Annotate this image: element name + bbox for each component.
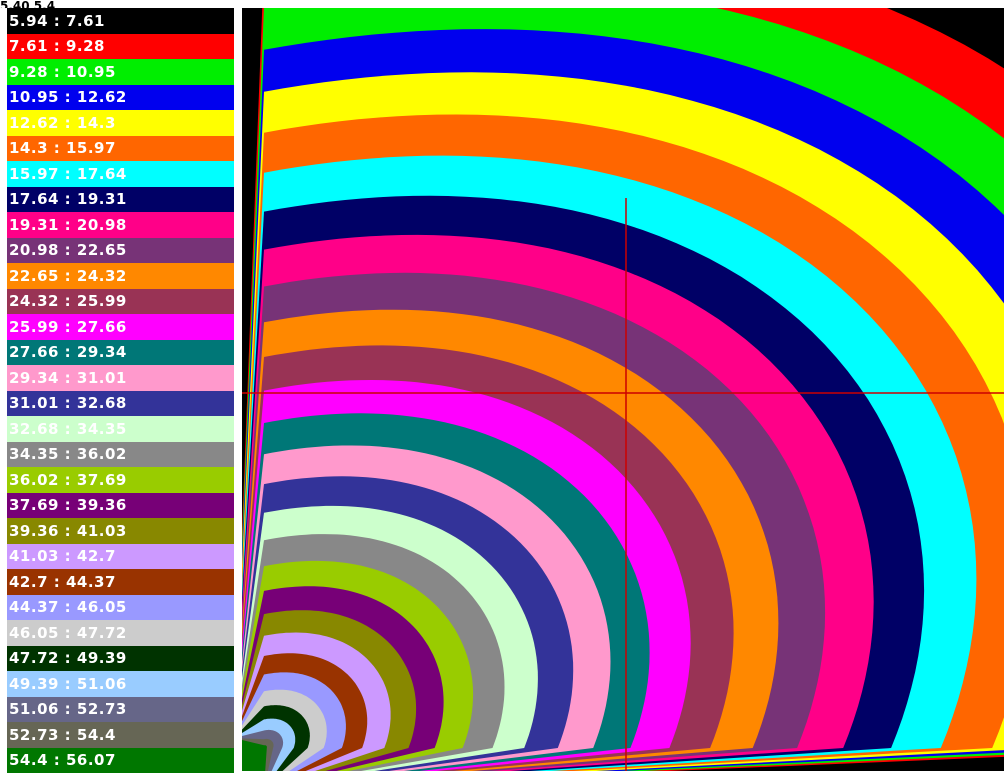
- legend-item: 51.06 : 52.73: [7, 697, 234, 723]
- legend-panel: 5.40 5.4 5.94 : 7.61 7.61 : 9.28 9.28 : 10…: [0, 0, 235, 771]
- legend-item: 7.61 : 9.28: [7, 34, 234, 60]
- legend-item: 24.32 : 25.99: [7, 289, 234, 315]
- legend-item: 15.97 : 17.64: [7, 161, 234, 187]
- legend-item-label: 25.99 : 27.66: [7, 318, 127, 336]
- legend-item: 10.95 : 12.62: [7, 85, 234, 111]
- legend-item: 19.31 : 20.98: [7, 212, 234, 238]
- legend-item-label: 10.95 : 12.62: [7, 88, 127, 106]
- legend-item-label: 12.62 : 14.3: [7, 114, 116, 132]
- legend-item-label: 7.61 : 9.28: [7, 37, 105, 55]
- legend-item: 32.68 : 34.35: [7, 416, 234, 442]
- legend-item-label: 42.7 : 44.37: [7, 573, 116, 591]
- legend-item-label: 29.34 : 31.01: [7, 369, 127, 387]
- legend-item: 29.34 : 31.01: [7, 365, 234, 391]
- legend-item-label: 46.05 : 47.72: [7, 624, 127, 642]
- legend-item-label: 15.97 : 17.64: [7, 165, 127, 183]
- legend-item: 42.7 : 44.37: [7, 569, 234, 595]
- legend-item-label: 37.69 : 39.36: [7, 496, 127, 514]
- legend-item-label: 14.3 : 15.97: [7, 139, 116, 157]
- legend-item-label: 9.28 : 10.95: [7, 63, 116, 81]
- legend-item-label: 49.39 : 51.06: [7, 675, 127, 693]
- legend-list: 5.94 : 7.61 7.61 : 9.28 9.28 : 10.95 10.95 …: [7, 8, 234, 773]
- legend-item: 52.73 : 54.4: [7, 722, 234, 748]
- legend-item-label: 22.65 : 24.32: [7, 267, 127, 285]
- legend-item: 34.35 : 36.02: [7, 442, 234, 468]
- legend-item-label: 20.98 : 22.65: [7, 241, 127, 259]
- legend-item: 27.66 : 29.34: [7, 340, 234, 366]
- legend-item: 49.39 : 51.06: [7, 671, 234, 697]
- legend-item: 46.05 : 47.72: [7, 620, 234, 646]
- legend-item-label: 19.31 : 20.98: [7, 216, 127, 234]
- legend-item-label: 54.4 : 56.07: [7, 751, 116, 769]
- legend-item: 41.03 : 42.7: [7, 544, 234, 570]
- legend-item-label: 31.01 : 32.68: [7, 394, 127, 412]
- legend-item-label: 36.02 : 37.69: [7, 471, 127, 489]
- legend-item: 17.64 : 19.31: [7, 187, 234, 213]
- legend-item-label: 52.73 : 54.4: [7, 726, 116, 744]
- legend-item-label: 39.36 : 41.03: [7, 522, 127, 540]
- legend-item-label: 44.37 : 46.05: [7, 598, 127, 616]
- legend-top-partial-label: 5.40 5.4: [0, 0, 120, 8]
- contour-plot-svg: [242, 8, 1004, 771]
- legend-item-label: 27.66 : 29.34: [7, 343, 127, 361]
- legend-item-label: 41.03 : 42.7: [7, 547, 116, 565]
- legend-item: 20.98 : 22.65: [7, 238, 234, 264]
- contour-plot-area[interactable]: [242, 8, 1004, 771]
- legend-item: 25.99 : 27.66: [7, 314, 234, 340]
- legend-item-label: 51.06 : 52.73: [7, 700, 127, 718]
- legend-item: 37.69 : 39.36: [7, 493, 234, 519]
- legend-item: 36.02 : 37.69: [7, 467, 234, 493]
- legend-item: 5.94 : 7.61: [7, 8, 234, 34]
- legend-item-label: 47.72 : 49.39: [7, 649, 127, 667]
- legend-item: 54.4 : 56.07: [7, 748, 234, 773]
- legend-item: 22.65 : 24.32: [7, 263, 234, 289]
- legend-item-label: 17.64 : 19.31: [7, 190, 127, 208]
- legend-item-label: 34.35 : 36.02: [7, 445, 127, 463]
- legend-item-label: 5.94 : 7.61: [7, 12, 105, 30]
- legend-item: 44.37 : 46.05: [7, 595, 234, 621]
- legend-item: 14.3 : 15.97: [7, 136, 234, 162]
- legend-item-label: 24.32 : 25.99: [7, 292, 127, 310]
- legend-item: 39.36 : 41.03: [7, 518, 234, 544]
- legend-item-label: 32.68 : 34.35: [7, 420, 127, 438]
- legend-divider: [235, 8, 238, 771]
- legend-item: 12.62 : 14.3: [7, 110, 234, 136]
- legend-item: 9.28 : 10.95: [7, 59, 234, 85]
- legend-item: 31.01 : 32.68: [7, 391, 234, 417]
- legend-item: 47.72 : 49.39: [7, 646, 234, 672]
